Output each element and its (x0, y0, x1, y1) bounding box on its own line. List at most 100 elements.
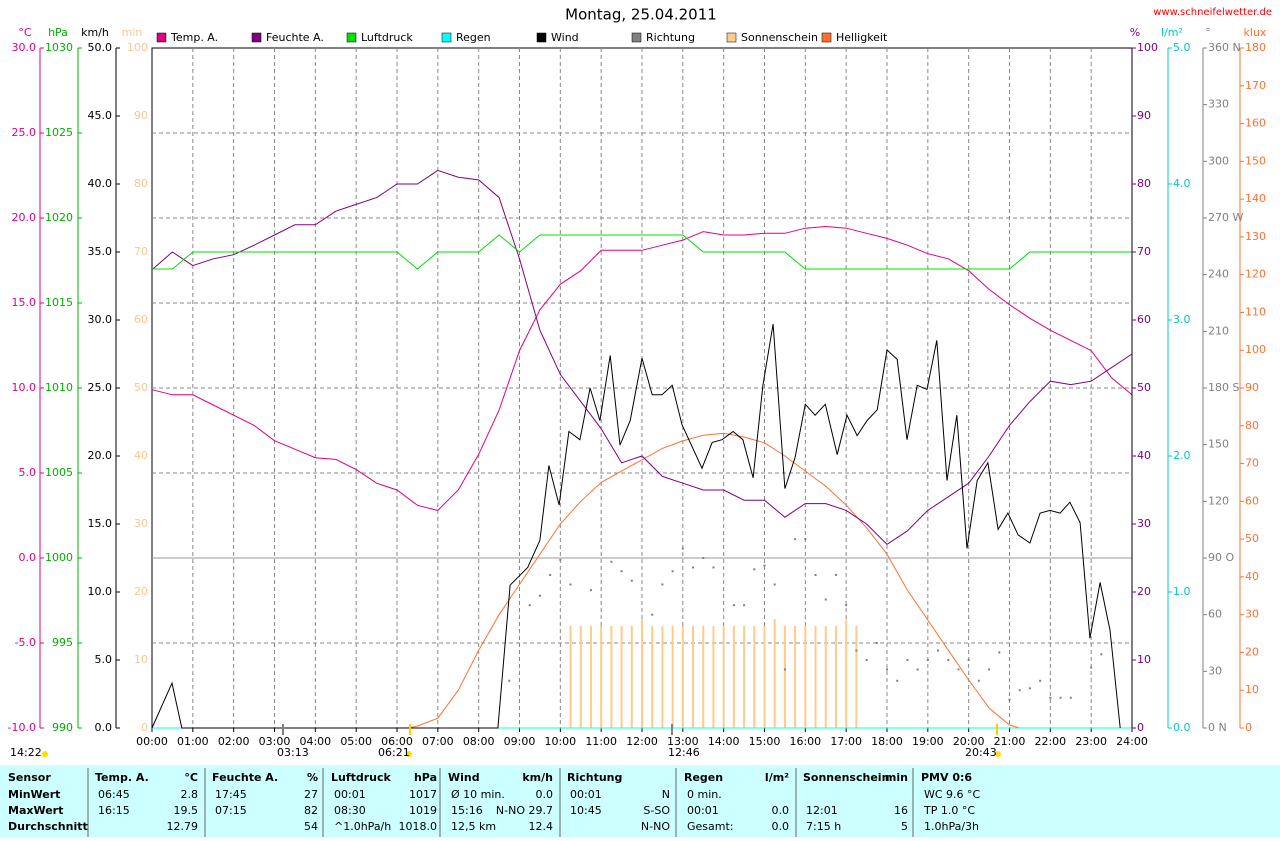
table-header: Sonnenschein (803, 771, 889, 784)
direction-dot (977, 679, 980, 682)
direction-dot (559, 558, 562, 561)
direction-dot (671, 570, 674, 573)
y-tick-label: 5.0 (1173, 41, 1191, 54)
direction-dot (508, 679, 511, 682)
legend-label: Temp. A. (170, 31, 218, 44)
x-tick-label: 00:00 (136, 735, 168, 748)
y-tick-label: 30.0 (12, 41, 37, 54)
y-tick-label: 20 (1137, 585, 1151, 598)
legend-swatch (631, 32, 642, 43)
direction-dot (589, 589, 592, 592)
y-tick-label: 160 (1245, 117, 1266, 130)
table-cell: Ø 10 min. (451, 788, 505, 801)
y-tick-label: 60 (1208, 608, 1222, 621)
table-unit: hPa (414, 771, 437, 784)
y-tick-label: 25.0 (12, 126, 37, 139)
table-cell: 08:30 (334, 804, 366, 817)
y-tick-label: 995 (52, 636, 73, 649)
x-tick-label: 18:00 (871, 735, 903, 748)
direction-dot (549, 574, 552, 576)
y-tick-label: 1.0 (1173, 585, 1191, 598)
table-cell: N-NO (641, 820, 670, 833)
direction-dot (845, 604, 848, 607)
y-tick-label: 70 (1245, 457, 1259, 470)
direction-dot (1008, 698, 1011, 701)
y-tick-label: 90 (134, 109, 148, 122)
sun-icon (42, 751, 48, 757)
x-tick-label: 13:00 (667, 735, 699, 748)
table-header: Richtung (567, 771, 622, 784)
legend-swatch (346, 32, 357, 43)
legend-label: Luftdruck (361, 31, 413, 44)
y-tick-label: 35.0 (88, 245, 113, 258)
table-unit: min (885, 771, 908, 784)
direction-dot (865, 659, 868, 661)
direction-dot (630, 579, 633, 582)
y-tick-label: 45.0 (88, 109, 113, 122)
table-cell: 12.79 (167, 820, 199, 833)
x-tick-label: 20:00 (953, 735, 985, 748)
x-tick-label: 09:00 (504, 735, 536, 748)
y-tick-label: 30 (134, 517, 148, 530)
direction-dot (906, 659, 909, 661)
legend-label: Sonnenschein (741, 31, 818, 44)
y-tick-label: 90 O (1208, 551, 1234, 564)
table-header: Feuchte A. (212, 771, 278, 784)
event-markers (42, 724, 1001, 757)
y-tick-label: 0 N (1208, 721, 1227, 734)
event-time: 12:46 (668, 746, 700, 759)
y-tick-label: 90 (1137, 109, 1151, 122)
x-tick-label: 03:00 (259, 735, 291, 748)
y-tick-label: 1010 (45, 381, 73, 394)
y-tick-label: 360 N (1208, 41, 1241, 54)
direction-dot (538, 594, 541, 597)
table-cell: 82 (304, 804, 318, 817)
table-unit: °C (184, 771, 198, 784)
event-time: 14:22 (10, 746, 42, 759)
event-time: 06:21 (378, 746, 410, 759)
legend-label: Regen (456, 31, 491, 44)
table-cell: 12.4 (529, 820, 554, 833)
axis-title: klux (1244, 26, 1267, 39)
y-tick-label: 170 (1245, 79, 1266, 92)
table-unit: l/m² (765, 771, 789, 784)
table-cell: 0.0 (772, 804, 790, 817)
y-tick-label: 180 S (1208, 381, 1239, 394)
direction-dot (753, 568, 756, 571)
table-cell: 1017 (409, 788, 437, 801)
y-tick-label: 120 (1245, 268, 1266, 281)
y-tick-label: 80 (134, 177, 148, 190)
y-tick-label: 0 (1245, 721, 1252, 734)
table-cell: 15:16 (451, 804, 483, 817)
table-cell: 0.0 (536, 788, 554, 801)
sun-icon (995, 751, 1001, 757)
table-cell: 16 (894, 804, 908, 817)
direction-dot (947, 659, 950, 661)
direction-dot (875, 642, 878, 644)
table-header: Sensor (8, 771, 51, 784)
y-tick-label: 140 (1245, 192, 1266, 205)
y-tick-label: -5.0 (15, 636, 36, 649)
direction-dot (1018, 689, 1021, 692)
y-tick-label: 20.0 (12, 211, 37, 224)
direction-dot (1100, 653, 1103, 656)
stats-background (0, 765, 1280, 837)
direction-dot (773, 583, 776, 586)
table-cell: Gesamt: (687, 820, 734, 833)
y-tick-label: 60 (134, 313, 148, 326)
direction-dot (886, 668, 888, 671)
legend-label: Wind (551, 31, 579, 44)
table-cell: S-SO (643, 804, 670, 817)
legend-swatch (251, 32, 262, 43)
y-tick-label: 130 (1245, 230, 1266, 243)
row-label: Durchschnitt (8, 820, 88, 833)
direction-dot (712, 566, 715, 569)
direction-dot (692, 566, 695, 569)
table-cell: 0 min. (687, 788, 722, 801)
y-tick-label: 1030 (45, 41, 73, 54)
table-cell: 07:15 (215, 804, 247, 817)
site-url: www.schneifelwetter.de (1153, 7, 1272, 18)
y-tick-label: 1015 (45, 296, 73, 309)
y-tick-label: -10.0 (8, 721, 36, 734)
